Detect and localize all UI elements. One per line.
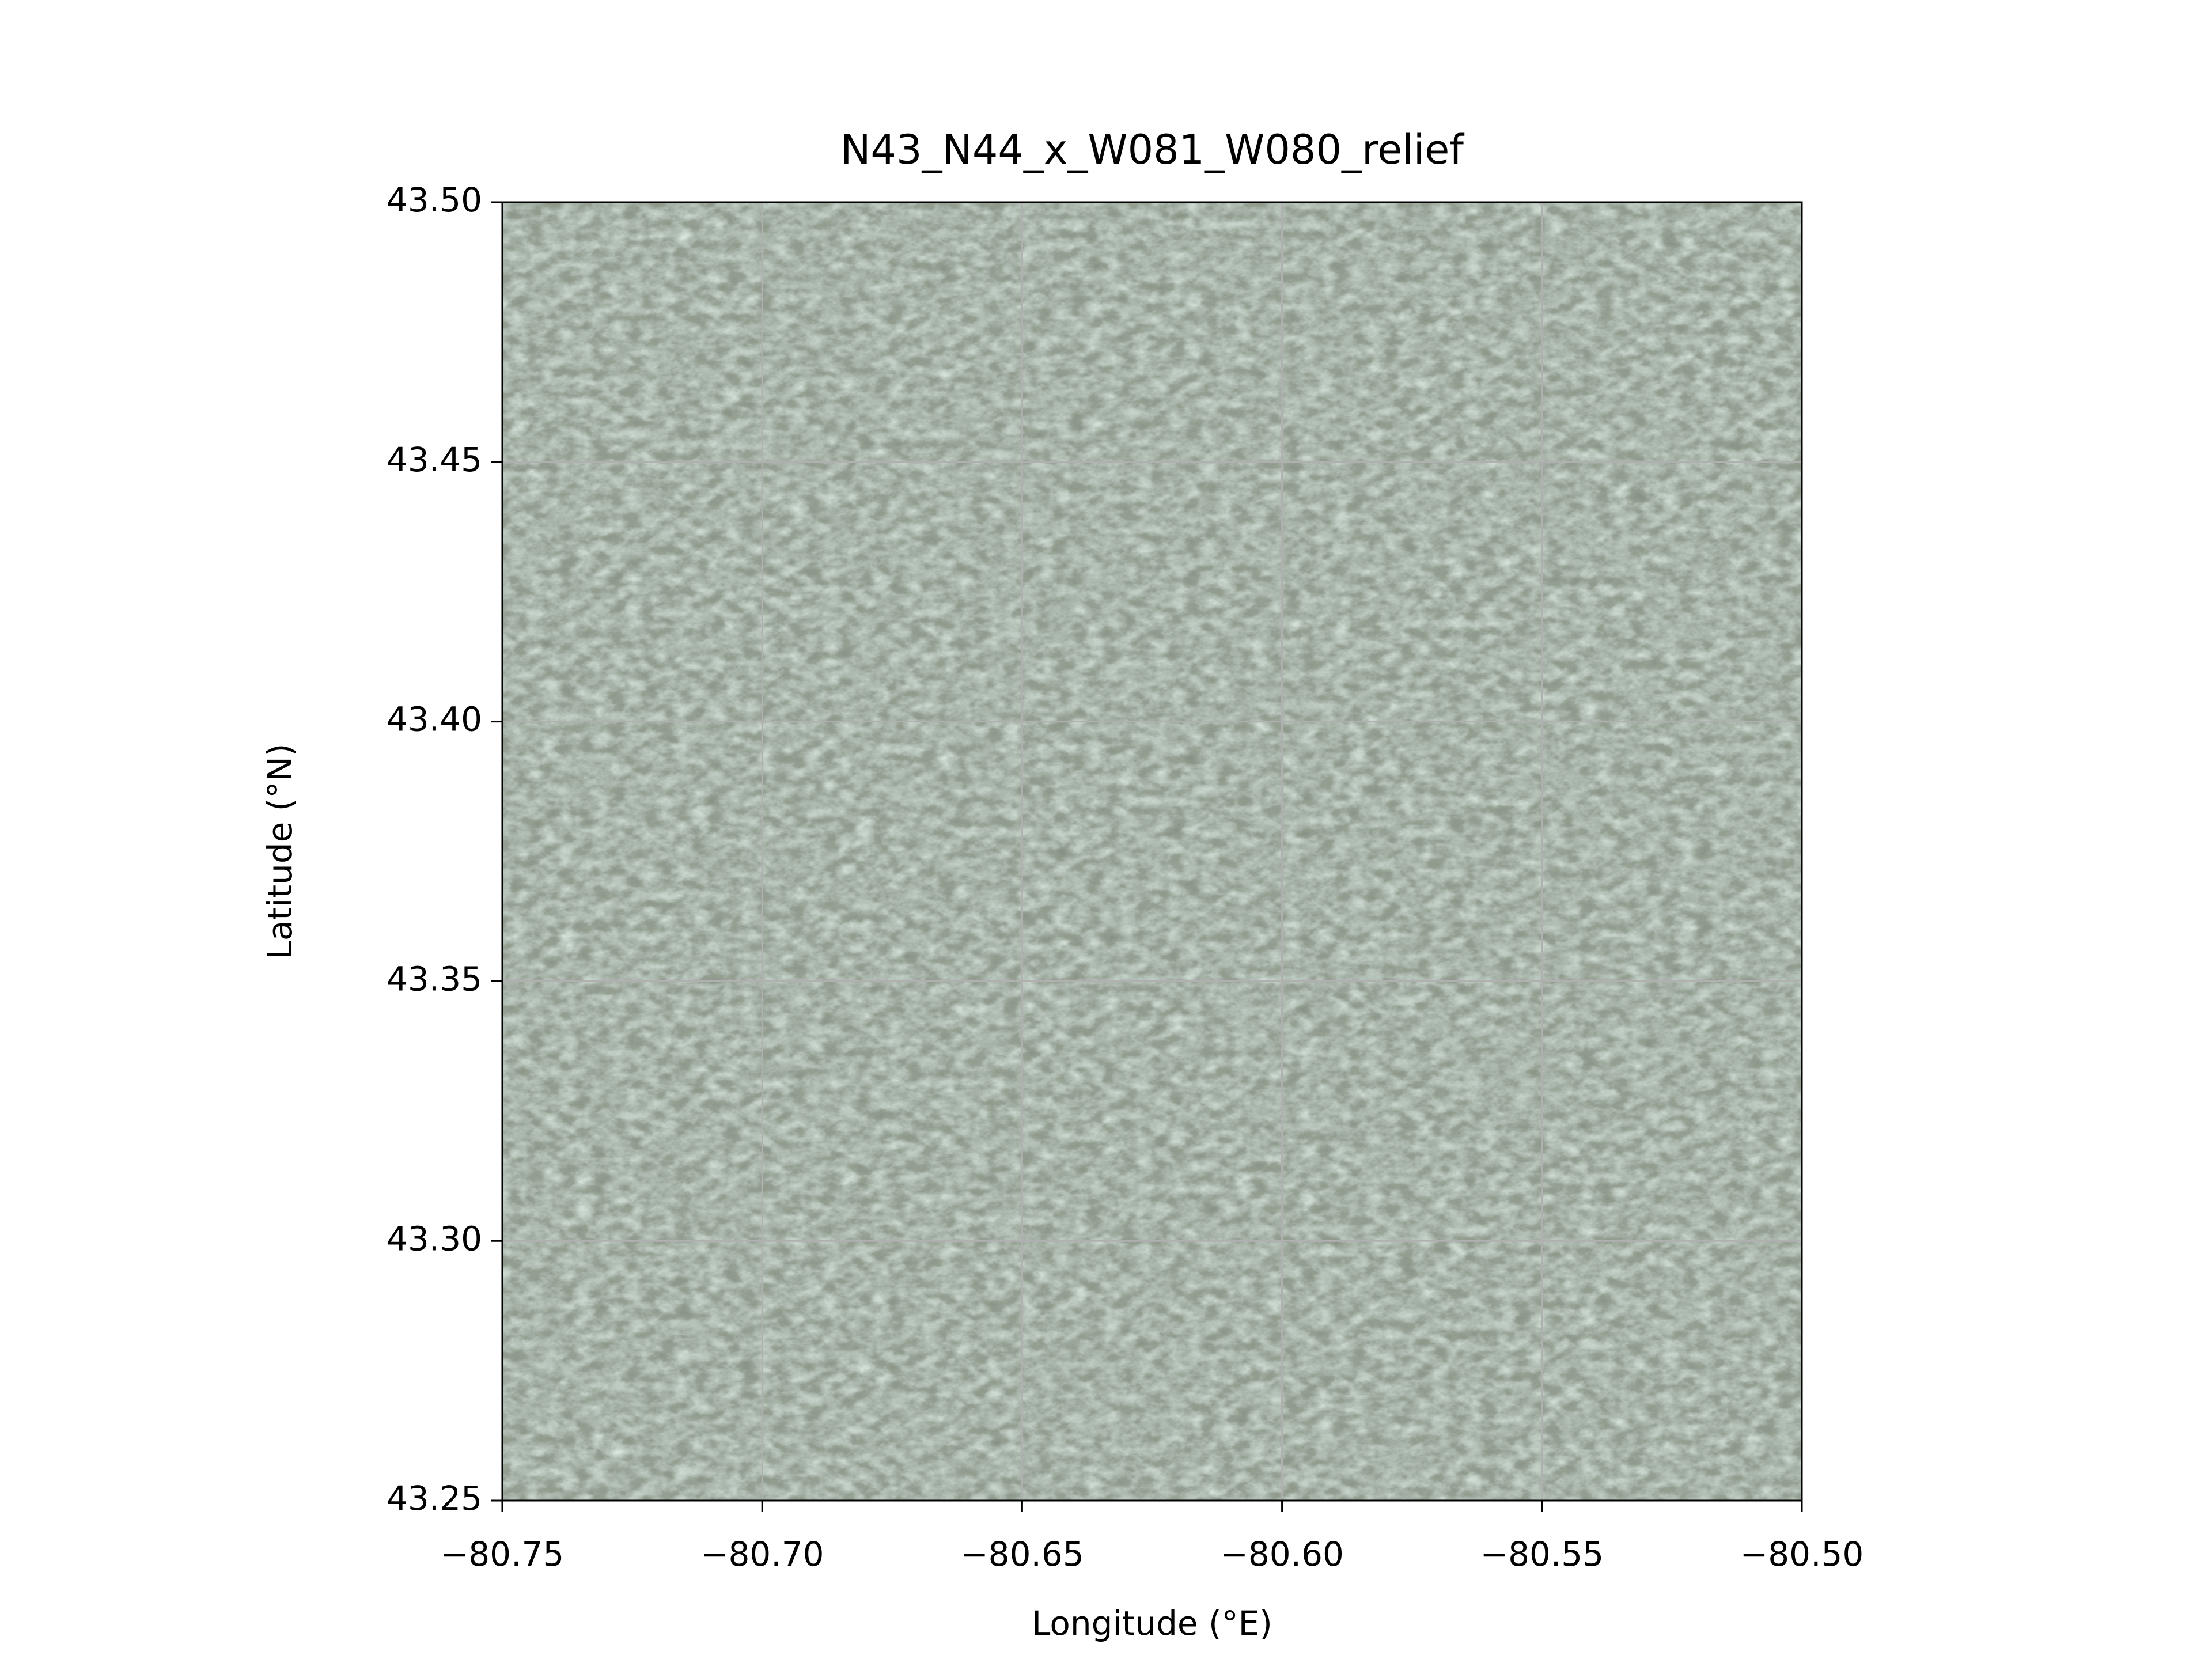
- ticks: −80.75 −80.70 −80.65 −80.60 −80.55 −80.50 43.2…: [387, 180, 1863, 1574]
- x-tick-label: −80.70: [700, 1535, 824, 1574]
- x-tick-label: −80.50: [1740, 1535, 1864, 1574]
- y-tick-label: 43.50: [387, 180, 482, 219]
- relief-image: [502, 202, 1802, 1501]
- axes-frame: [501, 201, 1803, 1502]
- y-tick-label: 43.30: [387, 1219, 482, 1258]
- chart-title: N43_N44_x_W081_W080_relief: [840, 126, 1464, 173]
- y-tick-label: 43.25: [387, 1479, 482, 1518]
- y-tick-label: 43.40: [387, 700, 482, 739]
- y-tick-label: 43.35: [387, 960, 482, 999]
- x-tick-label: −80.55: [1480, 1535, 1604, 1574]
- x-tick-label: −80.60: [1220, 1535, 1344, 1574]
- x-tick-label: −80.75: [441, 1535, 565, 1574]
- y-tick-label: 43.45: [387, 440, 482, 479]
- x-axis-label: Longitude (°E): [1032, 1604, 1272, 1643]
- y-axis-label: Latitude (°N): [260, 744, 300, 960]
- x-tick-label: −80.65: [960, 1535, 1084, 1574]
